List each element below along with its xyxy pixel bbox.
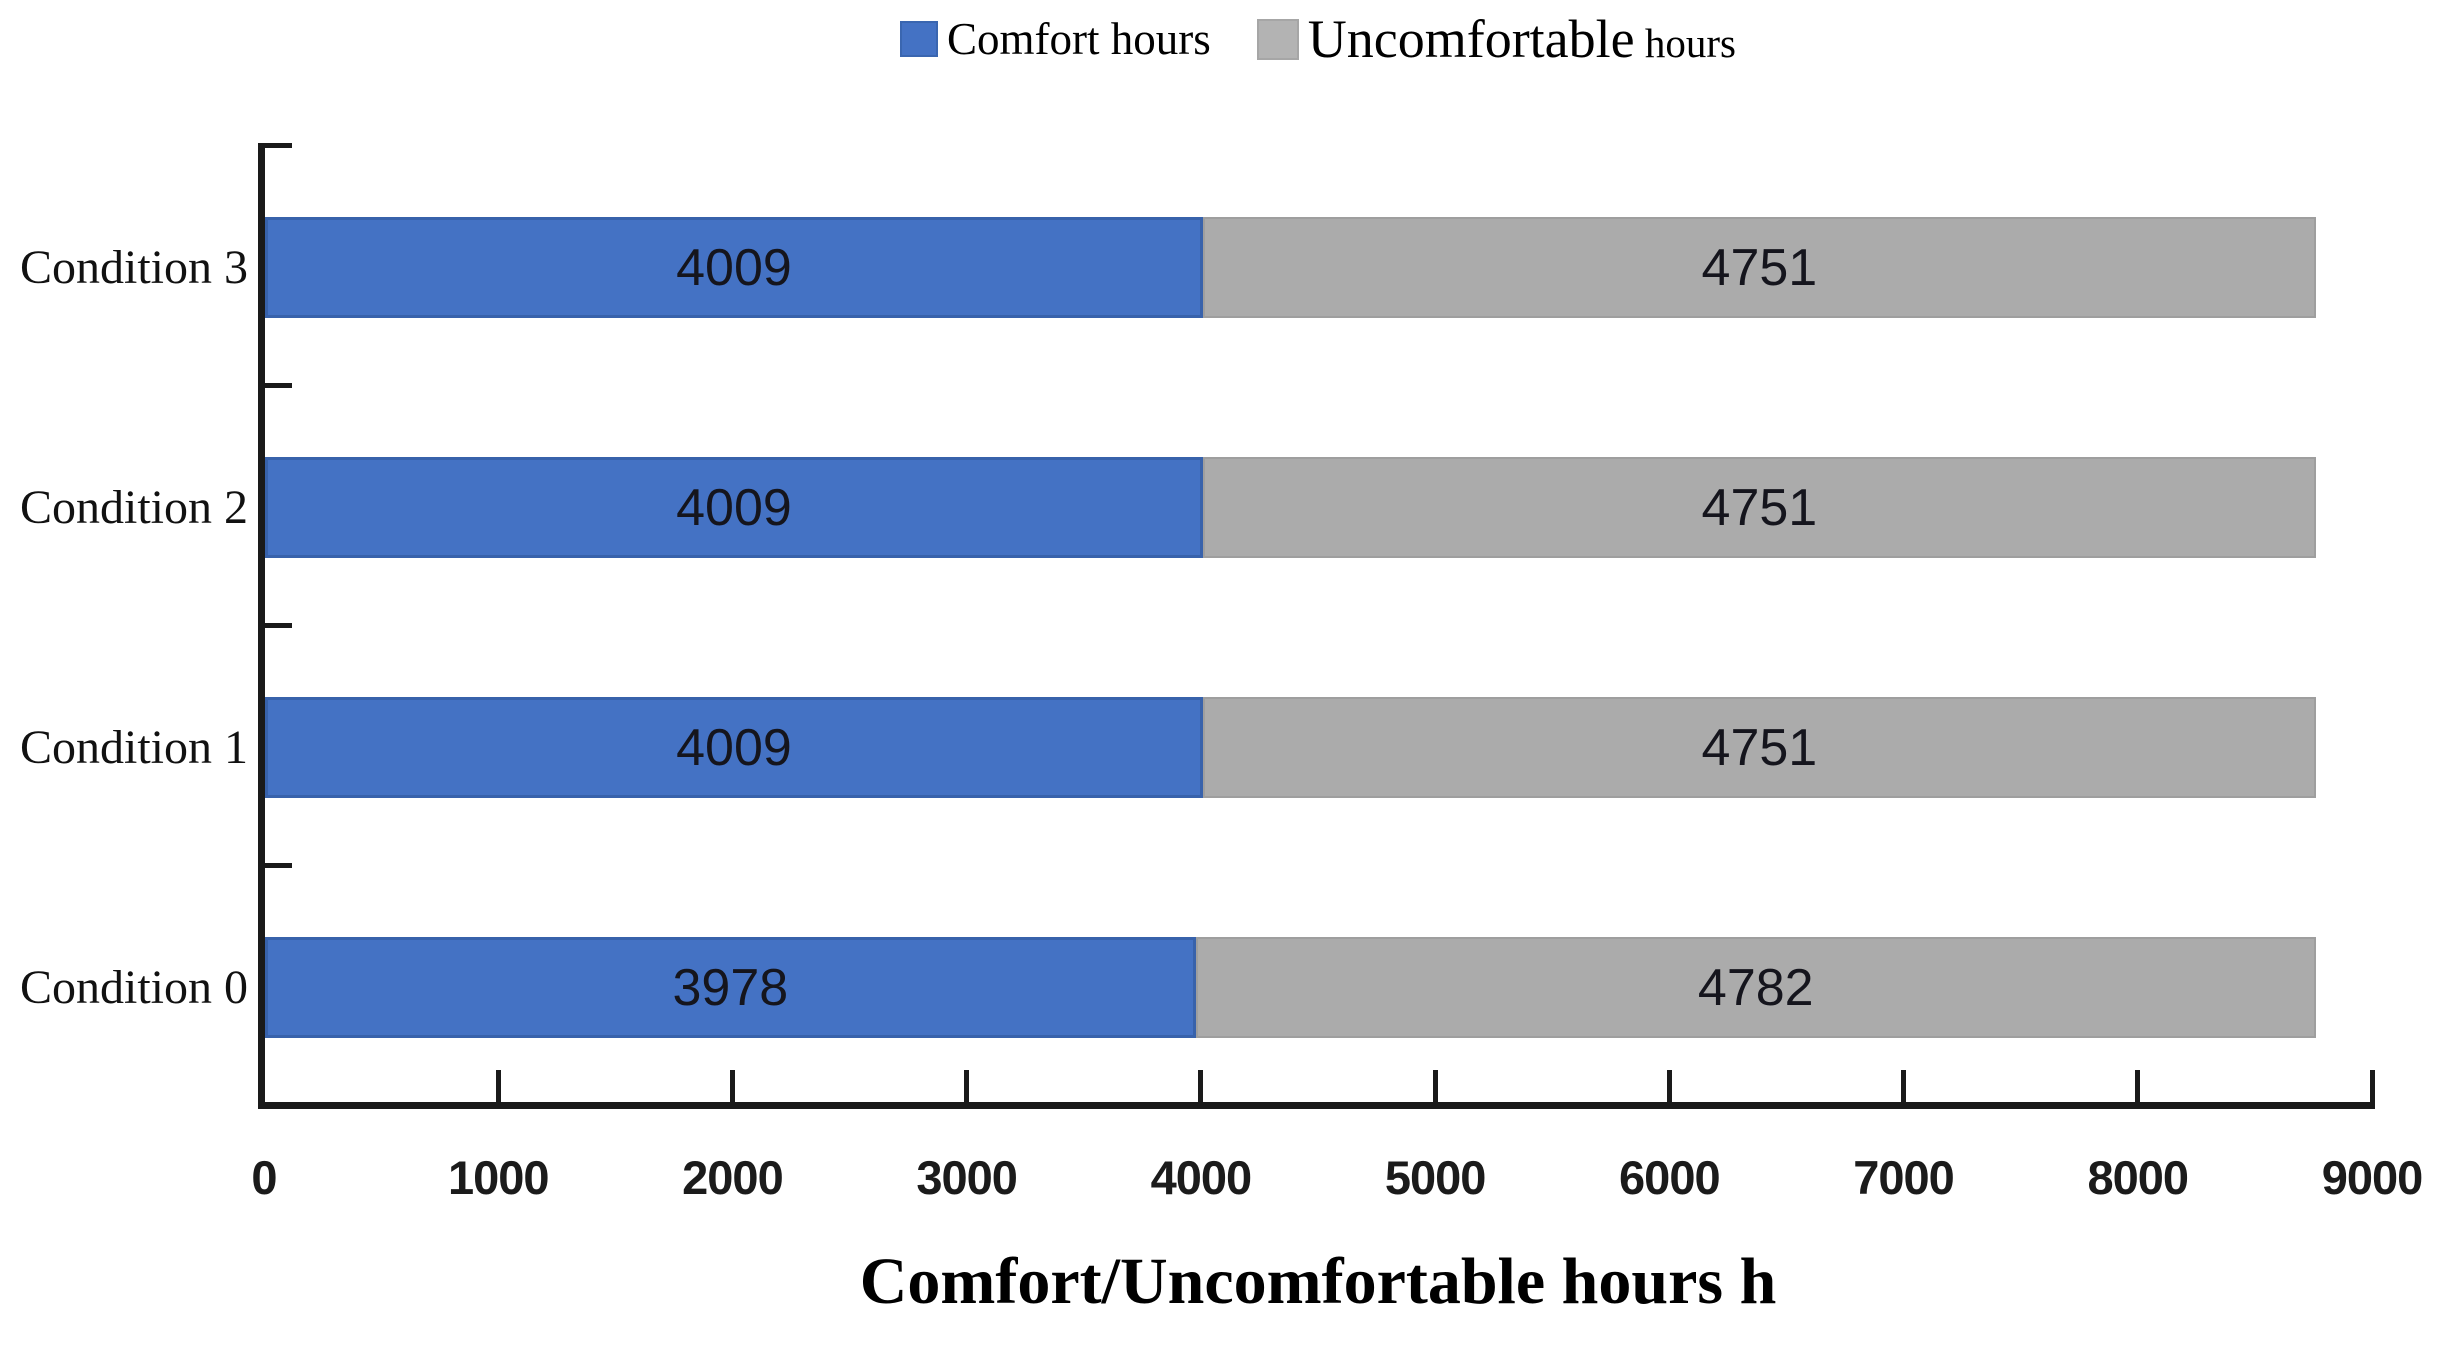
x-axis-tick bbox=[729, 1070, 735, 1103]
chart-legend: Comfort hours Uncomfortable hours bbox=[264, 12, 2372, 66]
bar-segment-uncomfortable: 4751 bbox=[1202, 217, 2316, 318]
x-axis-tick bbox=[1432, 1070, 1438, 1103]
bar-value-label-comfort: 4009 bbox=[676, 718, 792, 777]
bar-value-label-uncomfortable: 4782 bbox=[1697, 958, 1814, 1017]
x-axis-tick-label: 8000 bbox=[2087, 1151, 2189, 1204]
y-axis-category-label: Condition 0 bbox=[19, 960, 248, 1014]
legend-label-uncomfortable-hours: Uncomfortable hours bbox=[1308, 12, 1736, 66]
bar-value-label-uncomfortable: 4751 bbox=[1701, 478, 1818, 537]
legend-swatch-comfort-blue bbox=[900, 21, 938, 57]
legend-item-comfort-hours: Comfort hours bbox=[900, 13, 1211, 64]
y-axis-tick bbox=[265, 863, 292, 868]
x-axis-tick bbox=[495, 1070, 501, 1103]
legend-item-uncomfortable-hours: Uncomfortable hours bbox=[1256, 12, 1736, 66]
x-axis-tick-label: 3000 bbox=[916, 1151, 1018, 1204]
y-axis-tick bbox=[265, 143, 292, 148]
bar-segment-comfort: 4009 bbox=[265, 217, 1203, 318]
bar-value-label-uncomfortable: 4751 bbox=[1701, 718, 1818, 777]
y-axis-tick bbox=[265, 383, 292, 388]
y-axis-tick bbox=[265, 623, 292, 628]
x-axis-tick bbox=[1666, 1070, 1672, 1103]
x-axis-tick-label: 7000 bbox=[1853, 1151, 1955, 1204]
x-axis-tick-label: 0 bbox=[251, 1151, 277, 1204]
y-axis-line bbox=[258, 143, 265, 1109]
legend-label-comfort-hours: Comfort hours bbox=[947, 13, 1211, 64]
y-axis-category-label: Condition 3 bbox=[19, 240, 248, 294]
bar-value-label-comfort: 4009 bbox=[676, 238, 792, 297]
bar-segment-uncomfortable: 4751 bbox=[1202, 697, 2316, 798]
x-axis-tick bbox=[2135, 1070, 2141, 1103]
x-axis-tick bbox=[964, 1070, 970, 1103]
x-axis-tick-label: 4000 bbox=[1150, 1151, 1253, 1204]
x-axis-tick-label: 6000 bbox=[1619, 1151, 1721, 1204]
x-axis-tick bbox=[1901, 1070, 1907, 1103]
x-axis-tick-label: 9000 bbox=[2321, 1151, 2424, 1204]
bar-value-label-comfort: 3978 bbox=[672, 958, 789, 1017]
x-axis-tick bbox=[1198, 1070, 1204, 1103]
bar-segment-comfort: 3978 bbox=[265, 937, 1196, 1038]
x-axis-tick-label: 5000 bbox=[1384, 1151, 1487, 1204]
bar-value-label-uncomfortable: 4751 bbox=[1701, 238, 1818, 297]
x-axis-tick-label: 1000 bbox=[447, 1151, 550, 1204]
legend-label-uncomfortable-word: Uncomfortable bbox=[1307, 9, 1635, 69]
x-axis-line bbox=[258, 1102, 2375, 1109]
x-axis-title: Comfort/Uncomfortable hours h bbox=[859, 1245, 1777, 1318]
bar-segment-comfort: 4009 bbox=[265, 697, 1203, 798]
bar-value-label-comfort: 4009 bbox=[676, 478, 792, 537]
legend-label-hours-word: hours bbox=[1634, 20, 1736, 66]
bar-segment-comfort: 4009 bbox=[265, 457, 1203, 558]
y-axis-category-label: Condition 2 bbox=[19, 480, 248, 534]
bar-segment-uncomfortable: 4782 bbox=[1195, 937, 2316, 1038]
x-axis-tick bbox=[2369, 1070, 2375, 1103]
y-axis-category-label: Condition 1 bbox=[19, 720, 248, 774]
x-axis-tick-label: 2000 bbox=[682, 1151, 784, 1204]
legend-swatch-uncomfortable-gray bbox=[1256, 18, 1299, 60]
bar-segment-uncomfortable: 4751 bbox=[1202, 457, 2316, 558]
